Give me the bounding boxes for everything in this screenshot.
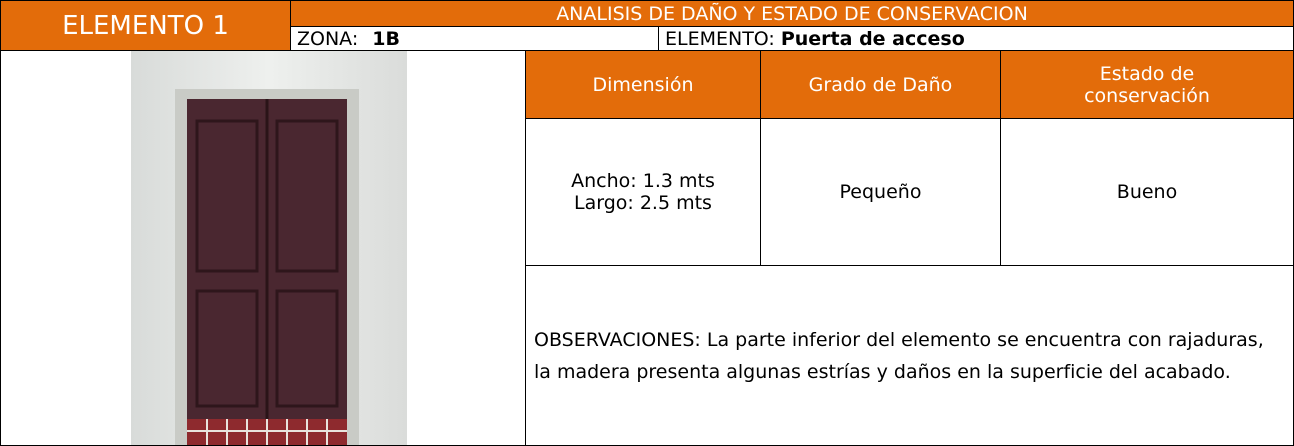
zona-cell: ZONA: 1B	[290, 26, 659, 51]
zona-label: ZONA:	[297, 27, 359, 50]
element-title: ELEMENTO 1	[62, 10, 229, 41]
header-cell: Estado de conservación	[1000, 50, 1294, 119]
elemento-label: ELEMENTO:	[665, 27, 775, 50]
damage-cell: Pequeño	[760, 118, 1001, 266]
header-cell: Dimensión	[525, 50, 761, 119]
observations-cell: OBSERVACIONES: La parte inferior del ele…	[525, 265, 1294, 446]
damage-grade: Pequeño	[839, 181, 922, 203]
tile-grout	[187, 419, 347, 445]
column-header: Dimensión	[592, 73, 694, 96]
sheet-title: ANALISIS DE DAÑO Y ESTADO DE CONSERVACIO…	[556, 2, 1028, 25]
panel	[195, 119, 259, 273]
element-header: ELEMENTO 1	[0, 0, 291, 51]
panel	[195, 289, 259, 408]
dimension-width: Ancho: 1.3 mts	[571, 170, 715, 192]
column-header: Estado de conservación	[1084, 62, 1210, 107]
observations: OBSERVACIONES: La parte inferior del ele…	[534, 328, 1264, 383]
column-header: Grado de Daño	[808, 73, 953, 96]
elemento-value: Puerta de acceso	[780, 27, 965, 50]
conservation-state: Bueno	[1116, 181, 1178, 203]
header-cell: Grado de Daño	[760, 50, 1001, 119]
panel	[275, 289, 339, 408]
panel	[275, 119, 339, 273]
dimension-length: Largo: 2.5 mts	[574, 192, 712, 214]
state-cell: Bueno	[1000, 118, 1294, 266]
dimension-cell: Ancho: 1.3 mts Largo: 2.5 mts	[525, 118, 761, 266]
elemento-cell: ELEMENTO: Puerta de acceso	[658, 26, 1294, 51]
door-photo	[131, 51, 407, 445]
zona-value: 1B	[372, 27, 400, 50]
title-cell: ANALISIS DE DAÑO Y ESTADO DE CONSERVACIO…	[290, 0, 1294, 27]
photo-cell	[0, 50, 526, 446]
